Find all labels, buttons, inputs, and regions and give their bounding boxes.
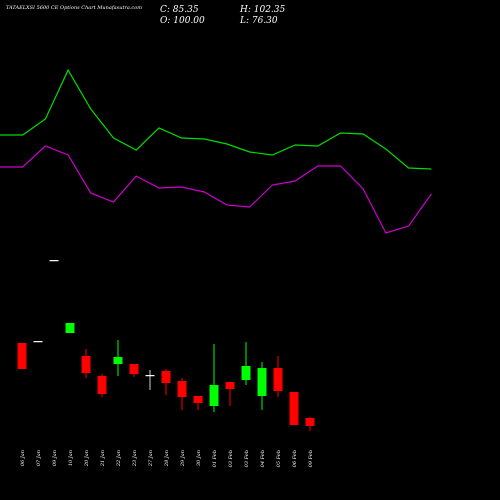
high-label: H: 102.35: [239, 5, 286, 15]
candle-body: [97, 376, 107, 395]
x-tick-label: 05 Feb: [276, 450, 282, 467]
x-tick-label: 09 Jan: [52, 450, 58, 466]
candle-body: [209, 385, 219, 407]
candle-body: [129, 364, 139, 375]
candle-body: [241, 366, 251, 381]
chart-title: TATAELXSI 5600 CE Options Chart Munafasu…: [6, 5, 142, 11]
indicator-line: [0, 68, 432, 170]
x-tick-label: 06 Jan: [20, 450, 26, 466]
x-tick-label: 27 Jan: [148, 450, 154, 467]
candle-body: [289, 392, 299, 426]
x-tick-label: 07 Jan: [36, 450, 42, 466]
x-tick-label: 06 Feb: [292, 450, 298, 467]
close-label: C: 85.35: [160, 5, 199, 15]
x-tick-label: 22 Jan: [116, 450, 122, 467]
candle-body: [65, 323, 75, 334]
x-tick-label: 03 Feb: [228, 450, 234, 467]
x-tick-label: 23 Jan: [132, 450, 138, 467]
candle-body: [33, 341, 43, 343]
x-tick-label: 21 Jan: [100, 450, 106, 467]
x-tick-label: 10 Jan: [68, 450, 74, 466]
candle-body: [81, 356, 91, 374]
candle-body: [17, 343, 27, 370]
indicator-line: [0, 145, 432, 234]
candle-body: [257, 368, 267, 397]
x-tick-label: 30 Jan: [196, 450, 202, 466]
x-tick-label: 04 Feb: [260, 450, 266, 467]
candle-body: [161, 371, 171, 384]
candle-body: [113, 357, 123, 365]
x-tick-label: 01 Feb: [212, 450, 218, 467]
x-tick-label: 28 Jan: [164, 450, 170, 467]
x-tick-label: 09 Feb: [308, 450, 314, 467]
low-label: L: 76.30: [239, 16, 278, 26]
candle-body: [177, 381, 187, 398]
candle-body: [225, 382, 235, 390]
x-tick-label: 03 Feb: [244, 450, 250, 467]
open-label: O: 100.00: [160, 16, 205, 26]
candle-body: [273, 368, 283, 392]
candle-body: [145, 375, 155, 377]
candle-body: [193, 396, 203, 404]
x-tick-label: 29 Jan: [180, 450, 186, 467]
x-tick-label: 20 Jan: [84, 450, 90, 467]
candle-body: [305, 418, 315, 427]
candle-body: [49, 260, 59, 262]
